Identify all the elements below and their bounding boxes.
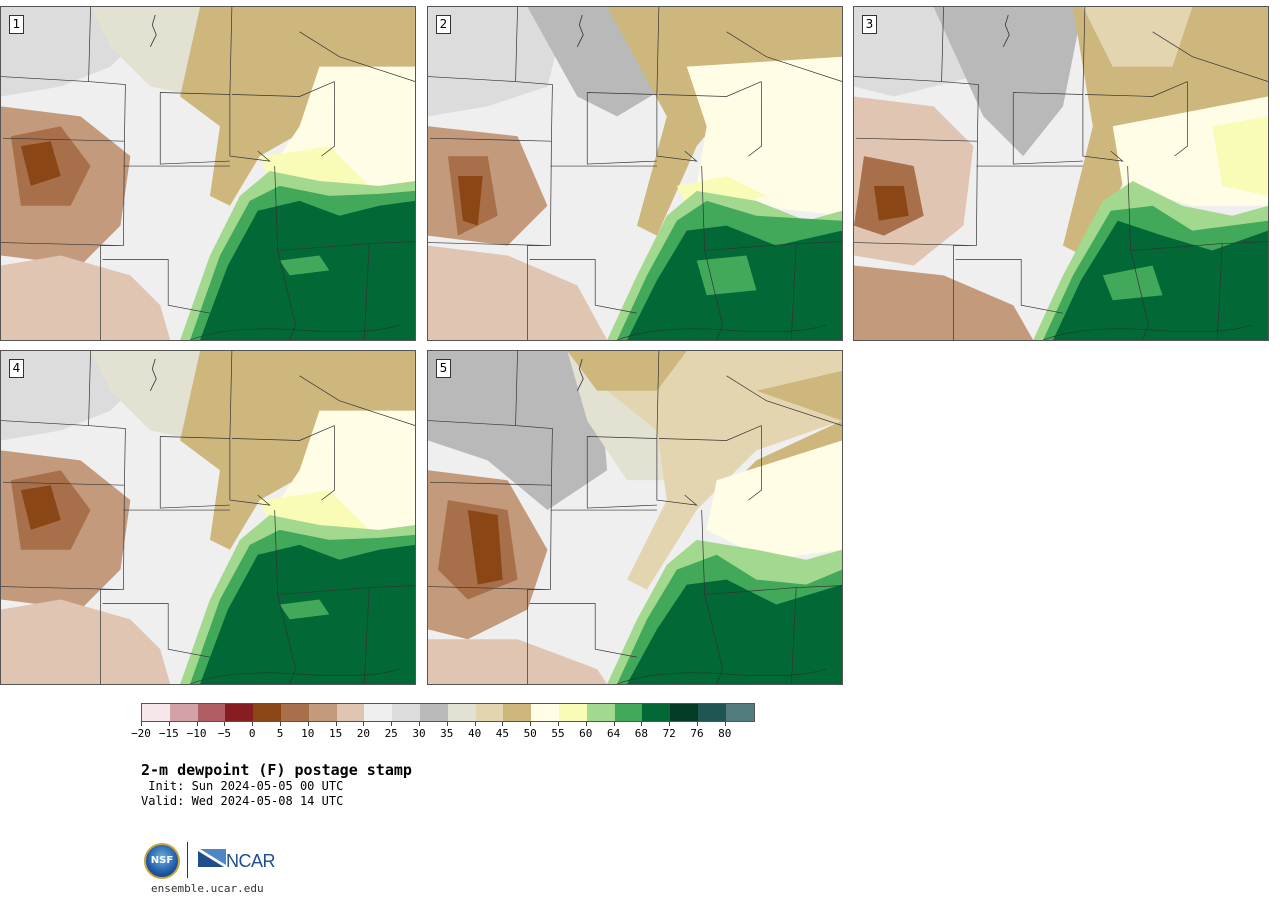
colorbar-tick-mark xyxy=(558,722,559,726)
dewpoint-map-4 xyxy=(1,351,415,684)
colorbar-tick-mark xyxy=(224,722,226,726)
postage-stamp-panel-3: 3 xyxy=(853,6,1269,341)
colorbar-swatch xyxy=(142,704,170,721)
colorbar-tick-label: 50 xyxy=(523,727,537,740)
colorbar-tick-mark xyxy=(530,722,532,726)
dewpoint-colorbar xyxy=(141,703,755,722)
colorbar-swatch xyxy=(392,704,420,721)
panel-number: 4 xyxy=(9,359,24,378)
panel-number: 5 xyxy=(436,359,451,378)
ncar-logo-text: NCAR xyxy=(226,851,276,871)
colorbar-tick-mark xyxy=(335,722,337,726)
colorbar-tick-mark xyxy=(613,722,615,726)
colorbar-tick-mark xyxy=(363,722,365,726)
colorbar-tick-label: −15 xyxy=(158,727,179,740)
colorbar-tick-mark xyxy=(641,722,643,726)
colorbar-swatch xyxy=(225,704,254,721)
colorbar-tick-label: 25 xyxy=(384,727,398,740)
colorbar-tick-label: −20 xyxy=(131,727,151,740)
colorbar-tick-label: 15 xyxy=(328,727,343,740)
site-url: ensemble.ucar.edu xyxy=(151,882,264,895)
panel-number: 1 xyxy=(9,15,24,34)
dewpoint-map-5 xyxy=(428,351,842,684)
colorbar-swatch xyxy=(364,704,393,721)
colorbar-tick-mark xyxy=(252,722,254,726)
valid-time: Valid: Wed 2024-05-08 14 UTC xyxy=(141,794,344,808)
dewpoint-map-1 xyxy=(1,7,415,340)
colorbar-tick-mark xyxy=(724,722,726,726)
colorbar-swatch xyxy=(586,704,615,721)
colorbar-tick-mark xyxy=(697,722,698,726)
sponsor-logos: NSF NCAR xyxy=(144,842,276,880)
colorbar-tick-label: −5 xyxy=(217,727,232,740)
colorbar-tick-mark xyxy=(168,722,170,726)
colorbar-swatch xyxy=(558,704,587,721)
colorbar-swatch xyxy=(614,704,643,721)
colorbar-tick-label: 10 xyxy=(301,727,315,740)
colorbar-tick-label: 76 xyxy=(690,727,704,740)
colorbar-swatch xyxy=(253,704,281,721)
panel-number: 2 xyxy=(436,15,451,34)
colorbar-tick-label: 64 xyxy=(606,727,621,740)
colorbar-swatch xyxy=(503,704,532,721)
postage-stamp-panel-5: 5 xyxy=(427,350,843,685)
colorbar-tick-label: 80 xyxy=(718,727,732,740)
colorbar-tick-mark xyxy=(446,722,448,726)
colorbar-swatch xyxy=(725,704,754,721)
colorbar-swatch xyxy=(531,704,559,721)
colorbar-tick-label: 40 xyxy=(467,727,482,740)
colorbar-swatch xyxy=(670,704,698,721)
colorbar-tick-label: 0 xyxy=(248,727,256,740)
colorbar-tick-mark xyxy=(502,722,504,726)
postage-stamp-panel-2: 2 xyxy=(427,6,843,341)
colorbar-tick-mark xyxy=(585,722,587,726)
colorbar-swatch xyxy=(475,704,504,721)
colorbar-tick-label: 5 xyxy=(276,727,284,740)
colorbar-swatch xyxy=(280,704,309,721)
colorbar-tick-label: 20 xyxy=(356,727,371,740)
colorbar-tick-mark xyxy=(307,722,309,726)
colorbar-tick-mark xyxy=(196,722,198,726)
postage-stamp-panel-1: 1 xyxy=(0,6,416,341)
ncar-swoosh-icon xyxy=(198,849,226,867)
colorbar-tick-label: 72 xyxy=(662,727,676,740)
colorbar-swatch xyxy=(197,704,226,721)
panel-number: 3 xyxy=(862,15,877,34)
postage-stamp-panel-4: 4 xyxy=(0,350,416,685)
colorbar-tick-mark xyxy=(280,722,281,726)
colorbar-tick-label: 55 xyxy=(551,727,565,740)
colorbar-tick-label: 30 xyxy=(412,727,426,740)
colorbar-tick-mark xyxy=(669,722,671,726)
colorbar-tick-label: 60 xyxy=(579,727,593,740)
colorbar-tick-label: 45 xyxy=(495,727,510,740)
colorbar-swatch xyxy=(642,704,671,721)
logo-divider xyxy=(187,842,188,878)
colorbar-tick-mark xyxy=(391,722,393,726)
colorbar-tick-mark xyxy=(419,722,420,726)
dewpoint-map-2 xyxy=(428,7,842,340)
colorbar-swatch xyxy=(336,704,365,721)
colorbar-swatch xyxy=(419,704,448,721)
colorbar-swatch xyxy=(169,704,198,721)
colorbar-swatch xyxy=(447,704,476,721)
colorbar-tick-mark xyxy=(474,722,476,726)
colorbar-tick-label: 68 xyxy=(634,727,649,740)
colorbar-tick-mark xyxy=(141,722,142,726)
colorbar-swatch xyxy=(308,704,337,721)
dewpoint-map-3 xyxy=(854,7,1268,340)
colorbar-tick-label: 35 xyxy=(440,727,454,740)
nsf-logo: NSF xyxy=(144,843,180,879)
chart-title: 2-m dewpoint (F) postage stamp xyxy=(141,761,412,779)
colorbar-swatch xyxy=(697,704,726,721)
init-time: Init: Sun 2024-05-05 00 UTC xyxy=(141,779,344,793)
colorbar-tick-label: −10 xyxy=(186,727,207,740)
